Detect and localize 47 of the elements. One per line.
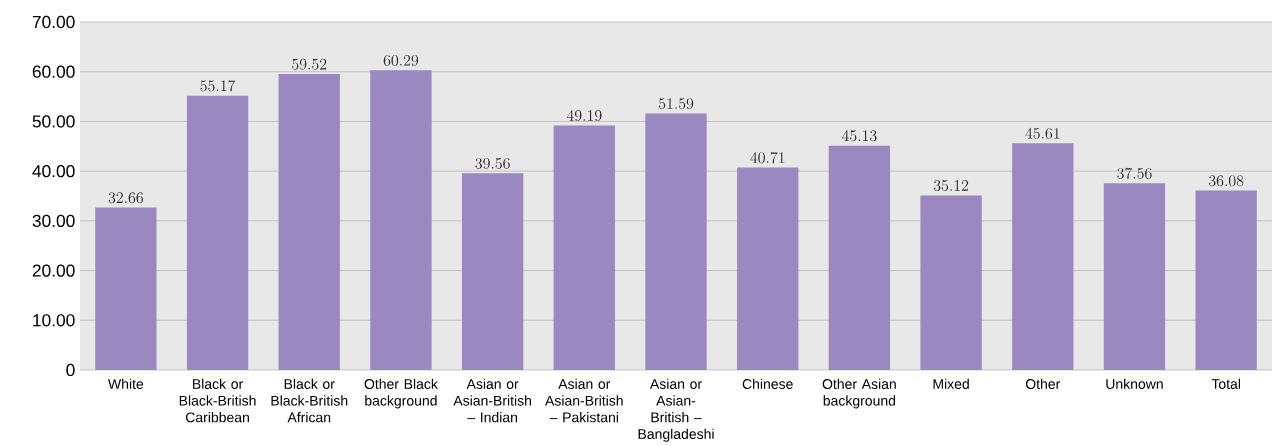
data-label: 40.71 <box>750 151 785 164</box>
y-tick-label: 30.00 <box>32 214 75 227</box>
y-tick-label: 10.00 <box>33 314 75 327</box>
data-label: 51 .59 <box>658 98 694 110</box>
bar <box>461 173 524 370</box>
bar <box>278 74 340 370</box>
y-tick-label: 20.00 <box>32 264 75 277</box>
x-tick-label: Mixed <box>933 378 969 389</box>
x-tick-label: Black or Black-British African <box>271 378 348 423</box>
x-tick-label: Other Asian background <box>822 378 896 409</box>
x-tick-label: Other Black background <box>364 378 438 409</box>
bar <box>645 113 707 370</box>
y-tick-label: 50.00 <box>32 115 75 128</box>
y-tick-label: 40.00 <box>32 164 75 178</box>
bar <box>370 70 432 370</box>
y-tick-label: 60.00 <box>32 65 75 78</box>
bar <box>95 207 157 370</box>
data-label: 45. 13 <box>841 130 877 142</box>
x-tick-label: Asian or Asian-British – Pakistani <box>545 378 623 423</box>
data-label: 45.61 <box>1025 127 1060 139</box>
x-tick-label: Total <box>1211 378 1241 389</box>
y-tick-label: 0 <box>66 363 75 377</box>
x-tick-label: Chinese <box>742 378 793 389</box>
bar <box>1012 143 1074 370</box>
bar <box>737 167 799 370</box>
data-label: 36.08 <box>1208 175 1244 187</box>
data-label: 49. 19 <box>566 109 602 121</box>
y-tick-label: 70.00 <box>32 15 75 29</box>
x-tick-label: Other <box>1025 378 1061 389</box>
bar <box>920 195 982 370</box>
x-tick-label: Unknown <box>1106 378 1163 389</box>
data-label: 60.29 <box>383 54 419 66</box>
data-label: 35. 12 <box>933 179 969 191</box>
bar <box>553 125 615 370</box>
bar <box>828 145 891 370</box>
x-tick-label: Asian or Asian-British – Indian <box>453 378 531 423</box>
bar <box>186 95 249 370</box>
bar <box>1195 190 1257 370</box>
data-label: 32.66 <box>108 192 144 204</box>
x-tick-label: Asian or Asian-British – Bangladeshi <box>638 378 714 442</box>
data-label: 59.52 <box>292 58 327 70</box>
data-label: 39.56 <box>475 157 510 169</box>
data-label: 37.56 <box>1117 167 1152 179</box>
data-label: 55. 17 <box>200 80 236 92</box>
bar <box>1103 183 1166 370</box>
x-tick-label: Black or Black-British Caribbean <box>179 378 256 423</box>
x-tick-label: White <box>108 378 144 389</box>
